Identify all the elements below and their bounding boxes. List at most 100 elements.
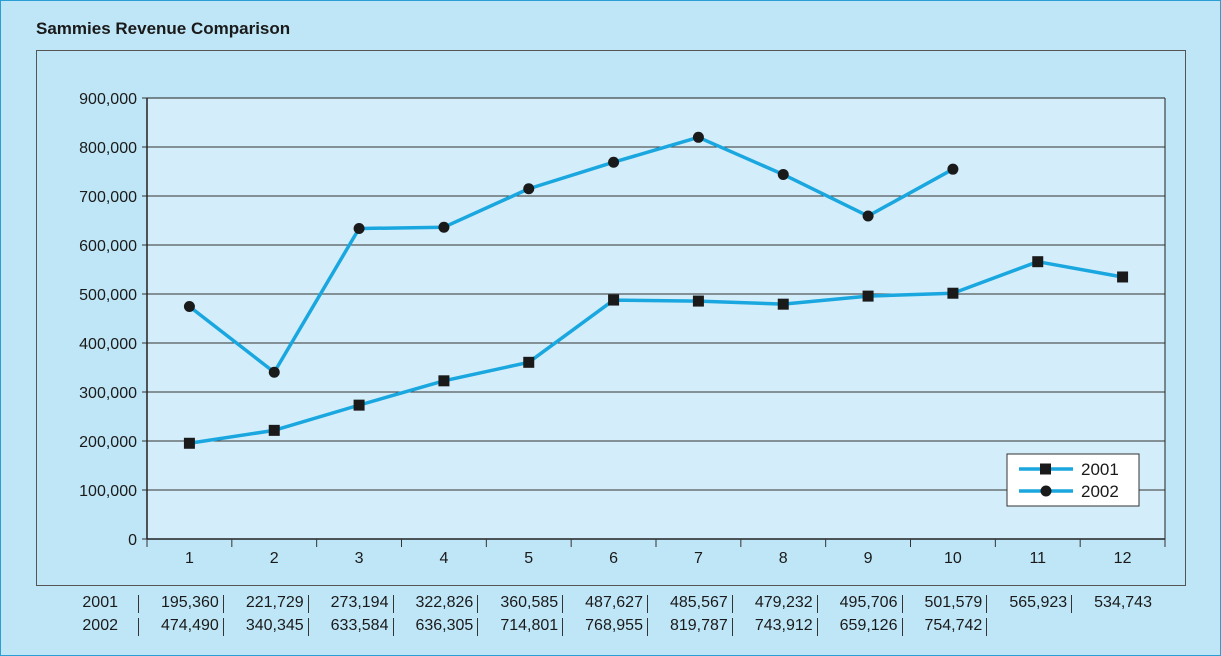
- table-cell: 474,490: [160, 617, 219, 634]
- data-point-2001: [692, 295, 704, 307]
- data-point-2002: [608, 156, 620, 168]
- table-cell: 340,345: [245, 617, 304, 634]
- table-cell-divider: [986, 595, 988, 613]
- table-cell-divider: [816, 595, 818, 613]
- table-cell: 754,742: [924, 617, 983, 634]
- data-point-2001: [183, 437, 195, 449]
- data-point-2001: [1032, 256, 1044, 268]
- table-cell-divider: [138, 618, 139, 636]
- table-cell: 659,126: [839, 617, 898, 634]
- data-point-2001: [608, 294, 620, 306]
- table-cell-divider: [477, 618, 479, 636]
- data-point-2001: [1117, 271, 1129, 283]
- y-tick-label: 400,000: [79, 336, 137, 353]
- table-cell-divider: [562, 618, 564, 636]
- table-cell: 360,585: [500, 594, 559, 611]
- legend-marker-2001: [1040, 463, 1051, 475]
- data-point-2002: [268, 366, 280, 378]
- x-tick-label: 8: [779, 550, 788, 567]
- legend-box: [1006, 453, 1140, 507]
- data-point-2002: [777, 168, 789, 180]
- table-cell: 322,826: [415, 594, 474, 611]
- x-tick-label: 4: [439, 550, 448, 567]
- plot-background: [147, 98, 1165, 539]
- table-cell-divider: [307, 595, 309, 613]
- table-cell: 487,627: [585, 594, 643, 611]
- x-tick-label: 5: [524, 550, 533, 567]
- y-tick-label: 700,000: [79, 189, 137, 206]
- data-point-2002: [523, 183, 535, 195]
- x-tick-label: 2: [270, 550, 279, 567]
- x-tick-label: 6: [609, 550, 618, 567]
- table-cell: 534,743: [1094, 594, 1152, 611]
- table-row-label: 2001: [82, 594, 118, 611]
- data-point-2002: [862, 210, 874, 222]
- table-cell-divider: [901, 618, 903, 636]
- series-line-2001: [189, 259, 1123, 446]
- table-row-label: 2002: [82, 617, 118, 634]
- chart-area: 0 100,000 200,000 300,000 400,000 500,000 600,…: [36, 50, 1186, 586]
- legend-label-2001: 2001: [1081, 460, 1119, 479]
- data-point-2001: [862, 290, 874, 302]
- data-point-2002: [183, 300, 195, 312]
- y-tick-label: 100,000: [79, 483, 137, 500]
- table-cell-divider: [307, 618, 309, 636]
- table-cell: 636,305: [415, 617, 474, 634]
- x-tick-label: 12: [1114, 550, 1132, 567]
- table-cell-divider: [477, 595, 479, 613]
- table-cell-divider: [222, 618, 224, 636]
- y-tick-label: 500,000: [79, 287, 137, 304]
- table-cell: 565,923: [1009, 594, 1068, 611]
- table-cell: 819,787: [669, 617, 728, 634]
- table-cell-divider: [647, 618, 648, 636]
- table-cell: 743,912: [754, 617, 813, 634]
- data-point-2002: [353, 223, 365, 235]
- table-cell: 495,706: [839, 594, 898, 611]
- table-cell-divider: [901, 595, 903, 613]
- table-cell-divider: [731, 618, 733, 636]
- table-cell-divider: [392, 595, 394, 613]
- series-line-2002: [188, 135, 954, 374]
- table-cell-divider: [647, 595, 648, 613]
- data-point-2001: [268, 424, 280, 436]
- table-cell-divider: [138, 595, 139, 613]
- y-tick-label: 200,000: [79, 434, 137, 451]
- table-cell: 501,579: [924, 594, 983, 611]
- y-tick-label: 800,000: [79, 140, 137, 157]
- x-tick-label: 1: [185, 550, 194, 567]
- table-cell: 768,955: [585, 617, 643, 634]
- table-cell: 485,567: [669, 594, 728, 611]
- table-cell: 633,584: [330, 617, 389, 634]
- legend-marker-2002: [1040, 485, 1052, 497]
- y-tick-label: 0: [128, 532, 137, 549]
- table-cell-divider: [731, 595, 733, 613]
- table-cell: 479,232: [754, 594, 813, 611]
- table-cell-divider: [392, 618, 394, 636]
- x-tick-label: 10: [944, 550, 962, 567]
- x-tick-label: 7: [694, 550, 703, 567]
- chart-title: Sammies Revenue Comparison: [36, 19, 291, 38]
- table-cell-divider: [816, 618, 818, 636]
- table-cell-divider: [222, 595, 224, 613]
- data-point-2001: [947, 287, 959, 299]
- line-chart: 0 100,000 200,000 300,000 400,000 500,000 600,…: [79, 91, 1166, 567]
- data-point-2001: [438, 375, 450, 387]
- table-cell: 195,360: [160, 594, 219, 611]
- data-point-2002: [438, 221, 450, 233]
- table-cell-divider: [562, 595, 564, 613]
- table-cell: 714,801: [500, 617, 559, 634]
- data-point-2001: [353, 399, 365, 411]
- table-cell-divider: [1071, 595, 1073, 613]
- data-point-2002: [947, 163, 959, 175]
- y-tick-label: 900,000: [79, 91, 137, 108]
- x-tick-label: 11: [1029, 550, 1046, 567]
- legend-label-2002: 2002: [1081, 482, 1119, 501]
- table-cell: 273,194: [330, 594, 389, 611]
- table-cell: 221,729: [245, 594, 304, 611]
- x-tick-label: 9: [864, 550, 873, 567]
- y-tick-label: 300,000: [79, 385, 137, 402]
- table-cell-divider: [986, 618, 988, 636]
- data-point-2001: [777, 298, 789, 310]
- data-point-2001: [523, 356, 535, 368]
- x-tick-label: 3: [355, 550, 364, 567]
